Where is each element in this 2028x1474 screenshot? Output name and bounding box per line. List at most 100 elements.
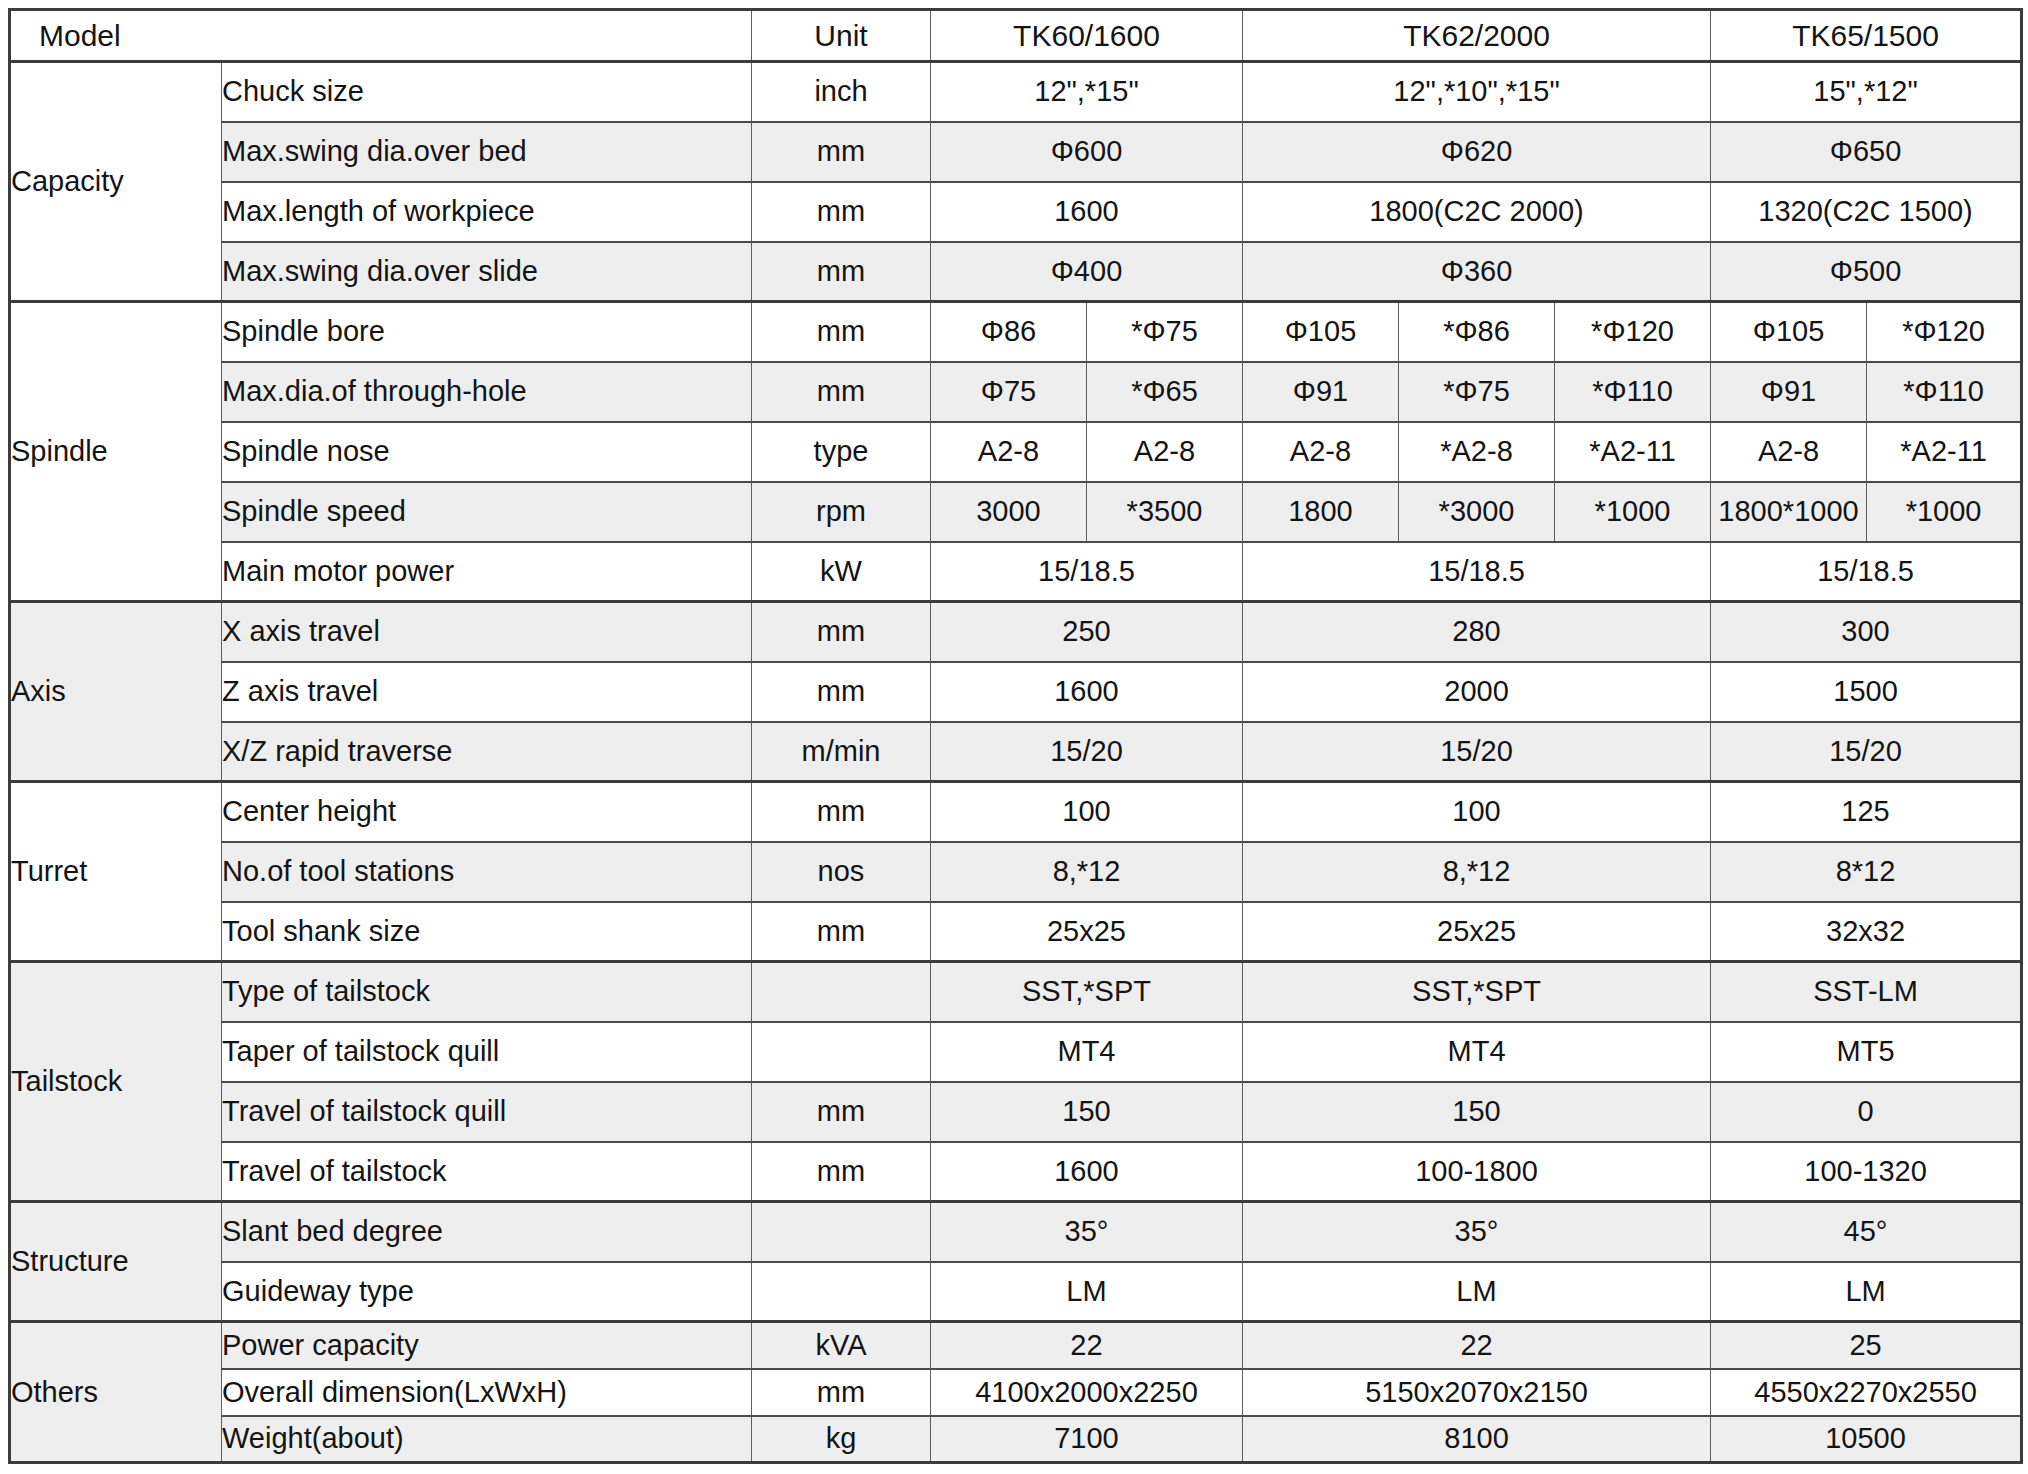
spec-row: Main motor powerkW15/18.515/18.515/18.5: [10, 542, 2022, 602]
value-cell: *Φ120: [1867, 302, 2022, 362]
param-cell: Tool shank size: [222, 902, 752, 962]
param-cell: Spindle nose: [222, 422, 752, 482]
value-cell: A2-8: [931, 422, 1087, 482]
value-cell: 0: [1711, 1082, 2022, 1142]
section-label-tailstock: Tailstock: [10, 962, 222, 1202]
value-cell: 1600: [931, 662, 1243, 722]
value-cell: *Φ86: [1399, 302, 1555, 362]
value-cell: *1000: [1555, 482, 1711, 542]
value-cell: SST,*SPT: [1243, 962, 1711, 1022]
param-cell: Power capacity: [222, 1322, 752, 1369]
value-cell: 100-1800: [1243, 1142, 1711, 1202]
spec-row: TailstockType of tailstockSST,*SPTSST,*S…: [10, 962, 2022, 1022]
section-label-others: Others: [10, 1322, 222, 1463]
value-cell: Φ360: [1243, 242, 1711, 302]
value-cell: 15/20: [1243, 722, 1711, 782]
param-cell: X/Z rapid traverse: [222, 722, 752, 782]
value-cell: 22: [1243, 1322, 1711, 1369]
unit-cell: type: [752, 422, 931, 482]
param-cell: X axis travel: [222, 602, 752, 662]
value-cell: LM: [1711, 1262, 2022, 1322]
unit-cell: mm: [752, 782, 931, 842]
param-cell: Slant bed degree: [222, 1202, 752, 1262]
param-cell: Main motor power: [222, 542, 752, 602]
param-cell: Max.dia.of through-hole: [222, 362, 752, 422]
value-cell: 1800: [1243, 482, 1399, 542]
value-cell: 8100: [1243, 1416, 1711, 1463]
value-cell: Φ86: [931, 302, 1087, 362]
value-cell: A2-8: [1243, 422, 1399, 482]
unit-cell: mm: [752, 1082, 931, 1142]
spec-row: Taper of tailstock quillMT4MT4MT5: [10, 1022, 2022, 1082]
spec-row: Overall dimension(LxWxH)mm4100x2000x2250…: [10, 1369, 2022, 1416]
spec-row: AxisX axis travelmm250280300: [10, 602, 2022, 662]
value-cell: 15/18.5: [1243, 542, 1711, 602]
unit-cell: mm: [752, 122, 931, 182]
spec-row: Z axis travelmm160020001500: [10, 662, 2022, 722]
value-cell: 45°: [1711, 1202, 2022, 1262]
unit-cell: [752, 1262, 931, 1322]
value-cell: 100: [931, 782, 1243, 842]
unit-cell: [752, 1022, 931, 1082]
value-cell: 8*12: [1711, 842, 2022, 902]
value-cell: Φ500: [1711, 242, 2022, 302]
unit-cell: [752, 1202, 931, 1262]
unit-cell: kVA: [752, 1322, 931, 1369]
spec-row: Weight(about)kg7100810010500: [10, 1416, 2022, 1463]
value-cell: *A2-8: [1399, 422, 1555, 482]
spec-row: Tool shank sizemm25x2525x2532x32: [10, 902, 2022, 962]
value-cell: Φ75: [931, 362, 1087, 422]
value-cell: 15/18.5: [931, 542, 1243, 602]
value-cell: Φ105: [1711, 302, 1867, 362]
spec-row: TurretCenter heightmm100100125: [10, 782, 2022, 842]
param-cell: Spindle bore: [222, 302, 752, 362]
value-cell: 300: [1711, 602, 2022, 662]
model-header-cell: Model: [10, 10, 752, 62]
unit-cell: mm: [752, 302, 931, 362]
spec-row: Max.swing dia.over slidemmΦ400Φ360Φ500: [10, 242, 2022, 302]
unit-cell: inch: [752, 62, 931, 122]
param-cell: Max.swing dia.over slide: [222, 242, 752, 302]
value-cell: Φ91: [1243, 362, 1399, 422]
spec-row: OthersPower capacitykVA222225: [10, 1322, 2022, 1369]
section-label-axis: Axis: [10, 602, 222, 782]
value-cell: 25x25: [1243, 902, 1711, 962]
value-cell: 1600: [931, 1142, 1243, 1202]
value-cell: *Φ75: [1087, 302, 1243, 362]
value-cell: 25x25: [931, 902, 1243, 962]
header-row: Model Unit TK60/1600 TK62/2000 TK65/1500: [10, 10, 2022, 62]
value-cell: 8,*12: [931, 842, 1243, 902]
value-cell: 32x32: [1711, 902, 2022, 962]
value-cell: 4100x2000x2250: [931, 1369, 1243, 1416]
spec-row: Max.dia.of through-holemmΦ75*Φ65Φ91*Φ75*…: [10, 362, 2022, 422]
param-cell: Chuck size: [222, 62, 752, 122]
value-cell: Φ600: [931, 122, 1243, 182]
unit-cell: mm: [752, 362, 931, 422]
param-cell: Spindle speed: [222, 482, 752, 542]
value-cell: 5150x2070x2150: [1243, 1369, 1711, 1416]
unit-cell: kW: [752, 542, 931, 602]
value-cell: 1800*1000: [1711, 482, 1867, 542]
value-cell: 10500: [1711, 1416, 2022, 1463]
spec-sheet-page: Model Unit TK60/1600 TK62/2000 TK65/1500…: [0, 0, 2028, 1474]
unit-cell: mm: [752, 902, 931, 962]
value-cell: A2-8: [1711, 422, 1867, 482]
param-cell: Overall dimension(LxWxH): [222, 1369, 752, 1416]
param-cell: Taper of tailstock quill: [222, 1022, 752, 1082]
value-cell: 15/20: [931, 722, 1243, 782]
value-cell: *A2-11: [1867, 422, 2022, 482]
value-cell: SST-LM: [1711, 962, 2022, 1022]
unit-cell: m/min: [752, 722, 931, 782]
unit-cell: [752, 962, 931, 1022]
value-cell: 2000: [1243, 662, 1711, 722]
value-cell: 35°: [1243, 1202, 1711, 1262]
section-label-capacity: Capacity: [10, 62, 222, 302]
param-cell: Center height: [222, 782, 752, 842]
value-cell: Φ91: [1711, 362, 1867, 422]
param-cell: Max.length of workpiece: [222, 182, 752, 242]
spec-row: X/Z rapid traversem/min15/2015/2015/20: [10, 722, 2022, 782]
value-cell: 35°: [931, 1202, 1243, 1262]
spec-row: Travel of tailstockmm1600100-1800100-132…: [10, 1142, 2022, 1202]
value-cell: *Φ75: [1399, 362, 1555, 422]
value-cell: *Φ110: [1867, 362, 2022, 422]
